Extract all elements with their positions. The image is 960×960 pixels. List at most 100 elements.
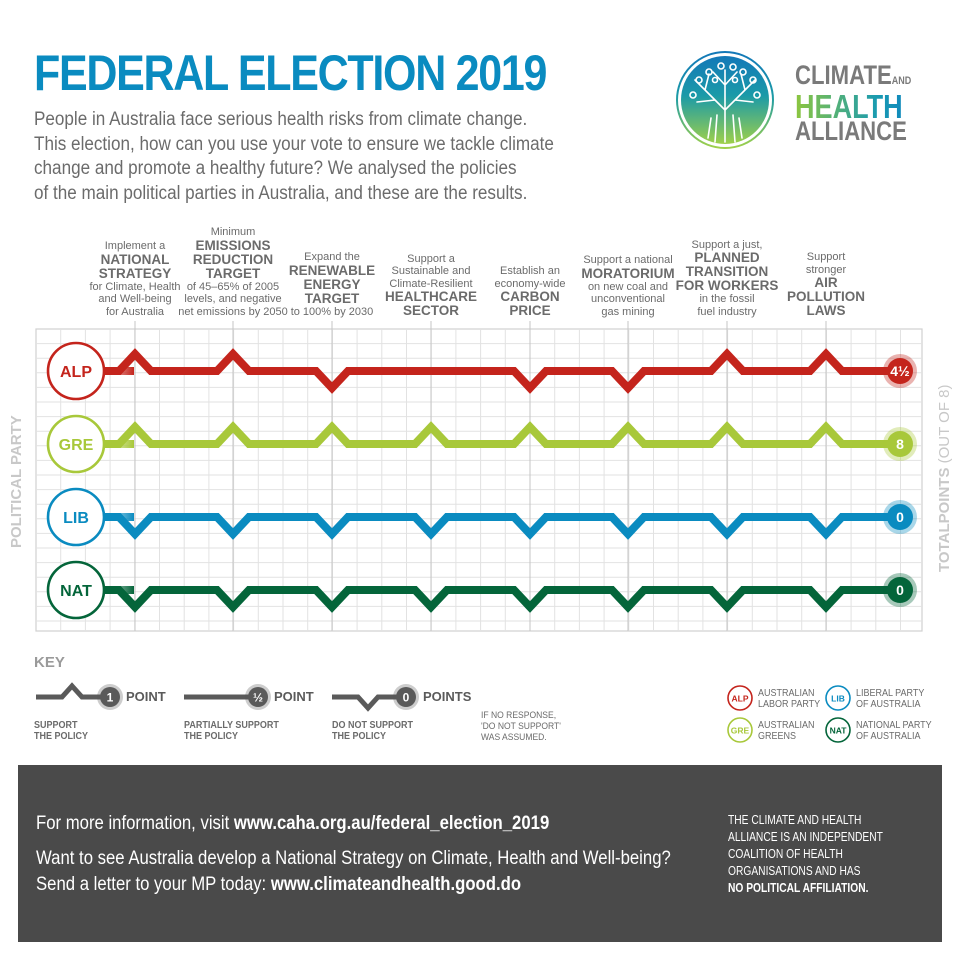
logo-health: HEALTH — [795, 90, 911, 123]
party-badge-nat — [46, 560, 106, 620]
total-badge-alp — [887, 358, 913, 384]
policy-text: to 100% by 2030 — [290, 305, 374, 318]
policy-title: ENERGY — [303, 276, 361, 292]
legend-gre-name: AUSTRALIAN GREENS — [758, 720, 815, 742]
legend-badge-label: GRE — [731, 726, 750, 736]
policy-text: Minimum — [210, 226, 256, 238]
legend-line: OF AUSTRALIA — [856, 731, 921, 742]
legend-line: NATIONAL PARTY — [856, 720, 932, 731]
legend-badge-label: ALP — [732, 694, 749, 704]
policy-title: HEALTHCARE — [385, 289, 477, 304]
party-badge-gre — [46, 414, 106, 474]
policy-text: gas mining — [601, 305, 655, 318]
policy-title: MORATORIUM — [581, 265, 675, 281]
key-badge-value: ½ — [253, 691, 263, 705]
legend-line: AUSTRALIAN — [758, 720, 815, 731]
axis-label-total-points: TOTALPOINTS (OUT OF 8) — [936, 384, 953, 572]
policy-title: STRATEGY — [98, 265, 172, 281]
key-note-line: WAS ASSUMED. — [481, 732, 547, 743]
intro-line: of the main political parties in Austral… — [34, 182, 528, 204]
key-label-line: THE POLICY — [184, 731, 239, 742]
policy-title: EMISSIONS — [195, 237, 271, 253]
logo-and: AND — [891, 75, 912, 87]
party-badge-label: LIB — [63, 510, 89, 527]
footer-panel: For more information, visit www.caha.org… — [18, 765, 942, 942]
key-line-peak — [36, 682, 106, 700]
legend-nat-name: NATIONAL PARTY OF AUSTRALIA — [856, 720, 932, 742]
total-badge-lib — [887, 504, 913, 530]
disclaimer-line: THE CLIMATE AND HEALTH — [728, 813, 862, 827]
policy-header: Support a Sustainable and Climate-Resilien… — [376, 226, 486, 318]
chart-frame — [35, 328, 923, 632]
policy-text: Support a — [407, 252, 455, 265]
policy-text: Support a national — [583, 254, 673, 266]
key-label-line: THE POLICY — [34, 731, 89, 742]
legend-graphics: ALP LIB GRE NAT — [727, 685, 851, 743]
footer-letter-line: Send a letter to your MP today: www.clim… — [36, 874, 521, 896]
policy-title: POLLUTION — [787, 289, 865, 304]
footer-strategy-line: Want to see Australia develop a National… — [36, 848, 671, 869]
series-line-nat — [104, 586, 900, 613]
legend-line: LIBERAL PARTY — [856, 688, 925, 699]
legend-badge-label: NAT — [830, 726, 848, 736]
total-badge-gre — [887, 431, 913, 457]
policy-text: Support — [806, 251, 846, 263]
policy-title: SECTOR — [402, 303, 459, 318]
legend-badge-nat — [825, 717, 851, 743]
logo-alliance: ALLIANCE — [795, 116, 907, 146]
disclaimer-line: ORGANISATIONS AND HAS — [728, 864, 861, 878]
total-badge-nat — [887, 577, 913, 603]
legend-line: AUSTRALIAN — [758, 688, 815, 699]
policy-title: AIR — [814, 275, 838, 290]
policy-text: economy-wide — [494, 277, 566, 290]
policy-header: Support stronger AIR POLLUTION LAWS — [771, 226, 881, 318]
key-graphics: 1 ½ 0 — [36, 682, 419, 712]
policy-text: for Australia — [105, 305, 165, 318]
series-lead-in — [104, 513, 134, 521]
legend-line: OF AUSTRALIA — [856, 699, 921, 710]
total-score: 0 — [896, 509, 904, 525]
policy-title: PRICE — [509, 303, 551, 318]
key-badge — [248, 687, 268, 707]
page-title: FEDERAL ELECTION 2019 — [34, 45, 547, 101]
key-line-dip — [332, 694, 402, 712]
key-label: DO NOT SUPPORT THE POLICY — [332, 720, 413, 742]
policy-header: Support a just, PLANNED TRANSITION FOR WORK… — [672, 226, 782, 318]
policy-title: FOR WORKERS — [675, 278, 779, 293]
policy-text: of 45–65% of 2005 — [186, 280, 280, 293]
policy-title: TRANSITION — [685, 264, 769, 279]
key-label-line: THE POLICY — [332, 731, 387, 742]
policy-title: TARGET — [304, 290, 360, 306]
legend-lib-name: LIBERAL PARTY OF AUSTRALIA — [856, 688, 924, 710]
policy-text: Sustainable and — [391, 265, 471, 277]
caha-link[interactable]: www.caha.org.au/federal_election_2019 — [233, 813, 550, 834]
key-badge — [396, 687, 416, 707]
intro-line: This election, how can you use your vote… — [34, 133, 554, 155]
axis-label-political-party: POLITICAL PARTY — [8, 415, 25, 548]
key-label: PARTIALLY SUPPORT THE POLICY — [184, 720, 279, 742]
total-score: 4½ — [890, 363, 910, 379]
key-badge-value: 0 — [403, 691, 410, 705]
disclaimer-line: COALITION OF HEALTH — [728, 847, 843, 861]
footer-info-text: For more information, visit — [36, 813, 234, 834]
logo-wordmark: CLIMATEAND HEALTH ALLIANCE — [795, 62, 912, 146]
policy-title: NATIONAL — [100, 251, 170, 267]
intro-line: change and promote a healthy future? We … — [34, 158, 517, 179]
key-note: IF NO RESPONSE, 'DO NOT SUPPORT' WAS ASSUM… — [481, 710, 561, 743]
intro-line: People in Australia face serious health … — [34, 109, 528, 130]
intro-text: People in Australia face serious health … — [34, 108, 574, 206]
policy-text: Support a just, — [691, 238, 763, 251]
total-score: 0 — [896, 582, 904, 598]
key-badge-value: 1 — [107, 691, 114, 705]
policy-text: and Well-being — [98, 293, 172, 305]
party-badge-label: GRE — [59, 437, 94, 454]
chart-grid — [35, 321, 923, 632]
key-points-label: POINT — [274, 689, 314, 704]
good-do-link[interactable]: www.climateandhealth.good.do — [270, 874, 522, 895]
disclaimer-line: ALLIANCE IS AN INDEPENDENT — [728, 830, 883, 844]
legend-badge-label: LIB — [831, 694, 845, 704]
policy-title: PLANNED — [694, 250, 760, 265]
total-score: 8 — [896, 436, 904, 452]
policy-header: Expand the RENEWABLE ENERGY TARGET to 100% b… — [277, 226, 387, 318]
policy-title: LAWS — [806, 303, 846, 318]
